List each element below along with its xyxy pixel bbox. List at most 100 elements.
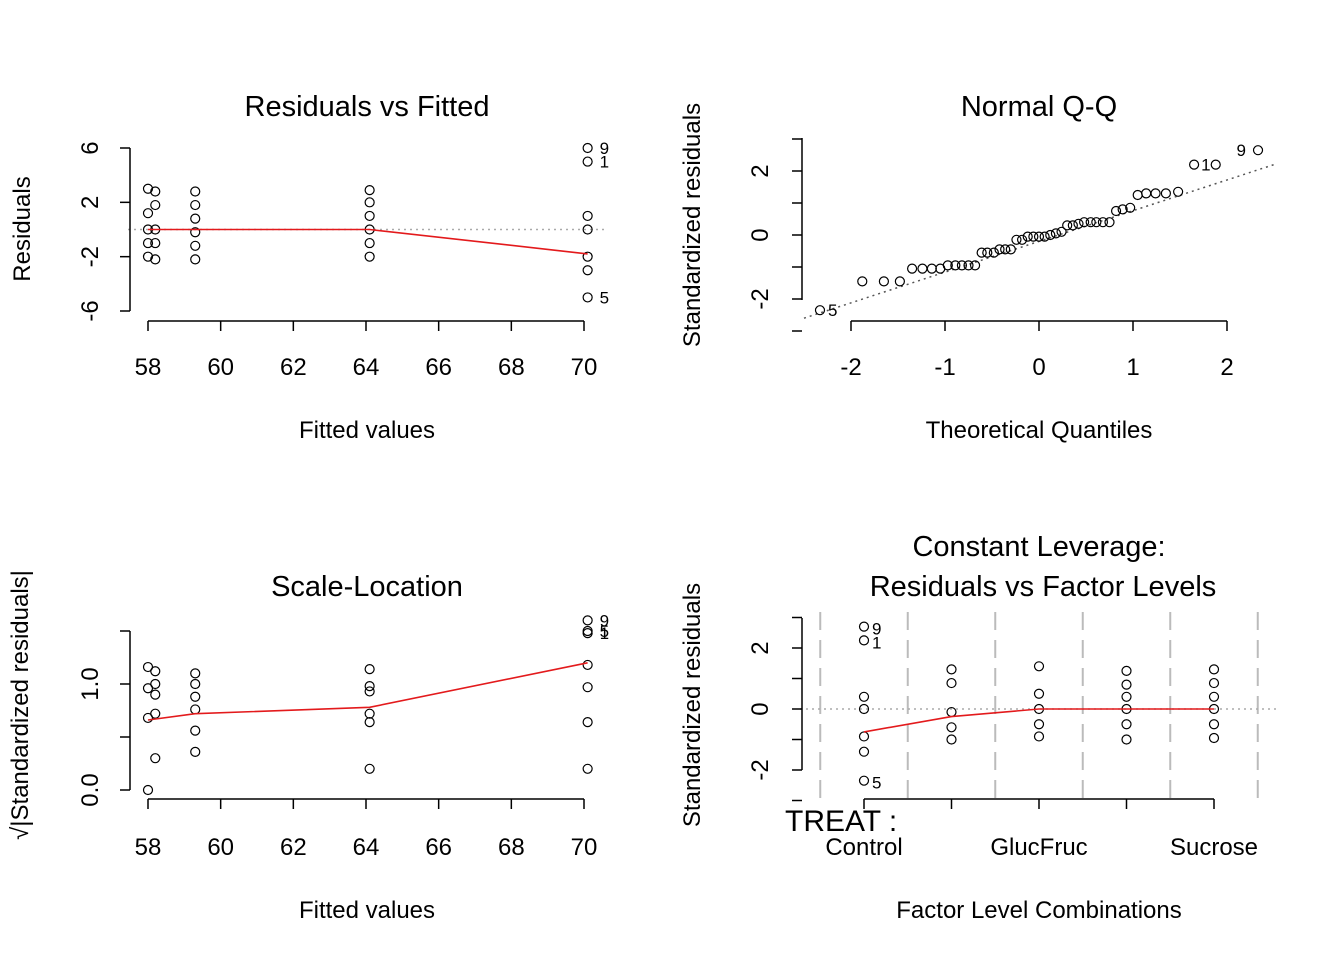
- data-point: [1033, 688, 1045, 699]
- panel4-xlabel: Factor Level Combinations: [896, 897, 1181, 924]
- y-tick-label: -2: [747, 288, 774, 309]
- data-point: [1104, 217, 1115, 228]
- x-tick-label: 62: [280, 354, 307, 381]
- data-point: [1056, 226, 1067, 237]
- data-point: [142, 208, 154, 219]
- data-point: [1132, 189, 1143, 201]
- x-tick-label: 60: [207, 354, 234, 381]
- point-label: 5: [872, 774, 881, 793]
- data-point: [582, 251, 593, 262]
- data-point: [1121, 734, 1132, 745]
- data-point: [988, 247, 999, 258]
- data-point: [142, 784, 154, 796]
- smooth-line: [148, 228, 588, 255]
- x-tick-label: 0: [1032, 354, 1045, 381]
- data-point: [1050, 228, 1062, 239]
- data-point: [1097, 217, 1109, 228]
- data-point: [190, 668, 201, 679]
- data-point: [150, 666, 161, 677]
- data-point: [1016, 234, 1028, 245]
- y-tick-label: 2: [77, 196, 104, 209]
- panel-residuals-vs-fitted: Residuals vs Fitted Fitted values Residu…: [9, 91, 609, 444]
- data-point: [982, 247, 993, 258]
- data-point: [150, 254, 161, 265]
- data-point: [946, 722, 957, 733]
- panel4-title-line1: Constant Leverage:: [912, 531, 1165, 563]
- data-point: [582, 224, 593, 235]
- data-point: [364, 708, 375, 719]
- x-tick-label: GlucFruc: [990, 834, 1087, 861]
- panel-constant-leverage: Constant Leverage: Residuals vs Factor L…: [679, 531, 1280, 924]
- data-point: [1110, 205, 1122, 217]
- data-point: [1062, 220, 1073, 231]
- panel-normal-qq: Normal Q-Q Theoretical Quantiles Standar…: [679, 91, 1275, 444]
- point-label: 9: [600, 139, 609, 158]
- x-tick-label: 64: [353, 354, 380, 381]
- point-label: 9: [1237, 141, 1246, 160]
- data-point: [1045, 229, 1056, 241]
- x-tick-label: 66: [425, 354, 452, 381]
- data-point: [1067, 220, 1078, 231]
- data-point: [1033, 719, 1045, 730]
- y-tick-label: 2: [747, 164, 774, 177]
- data-point: [814, 305, 826, 316]
- data-point: [858, 635, 870, 646]
- x-tick-label: Control: [825, 834, 902, 861]
- data-point: [150, 199, 161, 211]
- data-point: [1033, 731, 1045, 742]
- data-point: [582, 265, 593, 276]
- data-point: [1208, 732, 1220, 744]
- data-point: [190, 227, 201, 238]
- data-point: [1011, 234, 1022, 245]
- x-tick-label: 70: [571, 834, 598, 861]
- data-point: [1141, 188, 1152, 199]
- data-point: [150, 237, 161, 249]
- x-tick-label: 58: [135, 354, 162, 381]
- data-point: [364, 210, 375, 222]
- data-point: [1208, 664, 1220, 675]
- data-point: [1252, 145, 1264, 156]
- data-point: [1121, 691, 1132, 702]
- data-point: [190, 199, 201, 211]
- data-point: [1000, 244, 1011, 255]
- data-point: [582, 292, 593, 303]
- panel4-ylabel: Standardized residuals: [679, 583, 706, 827]
- y-tick-label: 0: [747, 228, 774, 241]
- data-point: [364, 237, 375, 249]
- data-point: [858, 621, 870, 632]
- data-point: [1121, 665, 1132, 676]
- x-tick-label: 58: [135, 834, 162, 861]
- data-point: [582, 628, 593, 639]
- data-point: [1208, 719, 1220, 730]
- panel1-ylabel: Residuals: [9, 176, 36, 281]
- data-point: [963, 260, 974, 271]
- data-point: [1073, 218, 1084, 229]
- x-tick-label: 64: [353, 834, 380, 861]
- data-point: [1210, 159, 1221, 170]
- data-point: [1150, 188, 1161, 199]
- data-point: [582, 763, 593, 774]
- x-tick-label: 60: [207, 834, 234, 861]
- data-point: [190, 254, 201, 265]
- data-point: [582, 615, 593, 626]
- data-point: [582, 717, 593, 728]
- panel2-xlabel: Theoretical Quantiles: [926, 417, 1153, 444]
- data-point: [190, 678, 201, 690]
- data-point: [858, 703, 870, 715]
- data-point: [364, 686, 375, 697]
- point-label: 5: [600, 288, 609, 307]
- y-tick-label: -2: [77, 246, 104, 267]
- y-tick-label: -2: [747, 759, 774, 780]
- data-point: [190, 725, 201, 736]
- point-label: 1: [600, 153, 609, 172]
- x-tick-label: -1: [934, 354, 955, 381]
- data-point: [150, 708, 161, 719]
- data-point: [150, 678, 161, 690]
- data-point: [976, 247, 987, 258]
- data-point: [1085, 217, 1096, 228]
- x-tick-label: 1: [1126, 354, 1139, 381]
- data-point: [582, 210, 593, 222]
- data-point: [1125, 202, 1136, 213]
- x-tick-label: -2: [840, 354, 861, 381]
